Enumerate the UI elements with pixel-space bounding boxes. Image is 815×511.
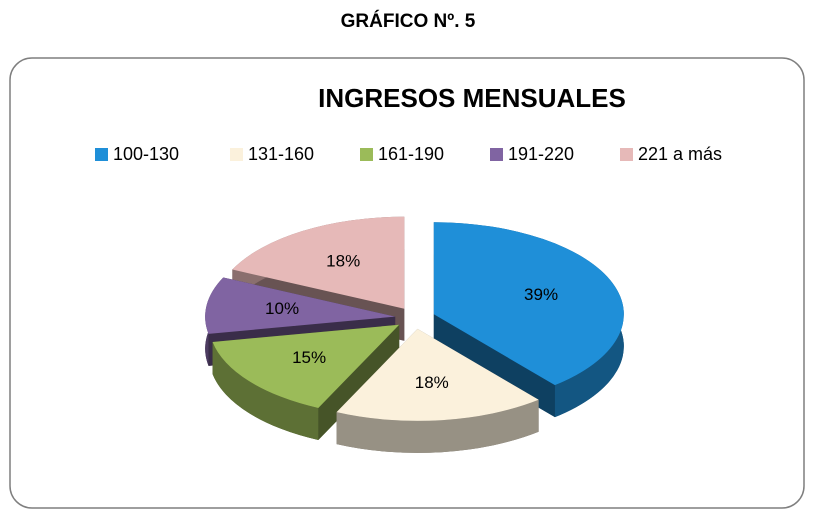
pie-slice — [232, 216, 405, 309]
slice-wall — [212, 341, 319, 440]
legend-swatch — [230, 148, 243, 161]
slice-side — [433, 314, 555, 418]
legend-swatch — [490, 148, 503, 161]
pie-slice — [433, 222, 624, 386]
data-label: 18% — [415, 373, 449, 392]
legend-label: 191-220 — [508, 144, 574, 164]
legend-label: 161-190 — [378, 144, 444, 164]
data-label: 15% — [292, 348, 326, 367]
chart-title: INGRESOS MENSUALES — [318, 83, 626, 113]
pie-slice — [336, 328, 539, 421]
data-label: 18% — [326, 252, 360, 271]
pie-slice — [205, 277, 396, 334]
legend-label: 221 a más — [638, 144, 722, 164]
legend-label: 131-160 — [248, 144, 314, 164]
heading: GRÁFICO Nº. 5 — [341, 10, 476, 32]
legend-swatch — [360, 148, 373, 161]
pie-slice — [212, 324, 400, 408]
chart-border — [9, 57, 805, 509]
data-label: 39% — [524, 285, 558, 304]
legend-swatch — [620, 148, 633, 161]
legend-swatch — [95, 148, 108, 161]
data-label: 10% — [265, 299, 299, 318]
slice-wall — [336, 399, 539, 453]
legend-label: 100-130 — [113, 144, 179, 164]
